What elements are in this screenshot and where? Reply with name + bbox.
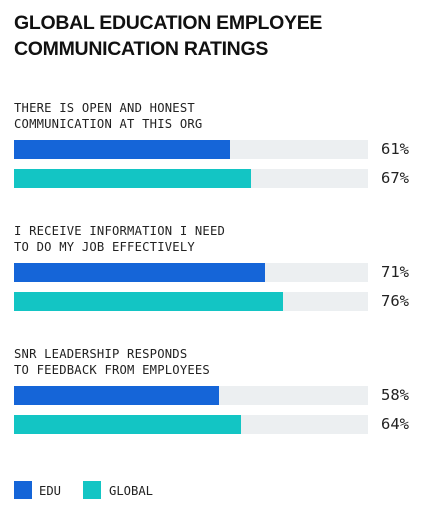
value-label-edu-2: 71% xyxy=(381,263,409,281)
value-label-edu-3: 58% xyxy=(381,386,409,404)
question-label-2-line-1: I RECEIVE INFORMATION I NEED xyxy=(14,224,226,238)
legend-swatch-edu xyxy=(14,481,32,499)
value-label-global-1: 67% xyxy=(381,169,409,187)
legend-label-edu: EDU xyxy=(39,484,62,498)
bar-track-global-3 xyxy=(14,415,368,434)
bar-track-edu-1 xyxy=(14,140,368,159)
legend-label-global: GLOBAL xyxy=(109,484,154,498)
question-label-2-line-2: TO DO MY JOB EFFECTIVELY xyxy=(14,240,195,254)
legend-swatch-global xyxy=(83,481,101,499)
value-label-global-3: 64% xyxy=(381,415,409,433)
question-label-1-line-2: COMMUNICATION AT THIS ORG xyxy=(14,117,203,131)
bar-track-edu-3 xyxy=(14,386,368,405)
bar-edu-3 xyxy=(14,386,220,405)
bar-track-global-2 xyxy=(14,292,368,311)
bar-edu-1 xyxy=(14,140,230,159)
bar-edu-2 xyxy=(14,263,266,282)
question-label-3: SNR LEADERSHIP RESPONDS TO FEEDBACK FROM… xyxy=(14,346,344,378)
value-label-edu-1: 61% xyxy=(381,140,409,158)
question-label-1: THERE IS OPEN AND HONEST COMMUNICATION A… xyxy=(14,100,344,132)
bar-track-global-1 xyxy=(14,169,368,188)
question-label-3-line-1: SNR LEADERSHIP RESPONDS xyxy=(14,347,188,361)
bar-global-2 xyxy=(14,292,284,311)
question-label-3-line-2: TO FEEDBACK FROM EMPLOYEES xyxy=(14,363,210,377)
bar-global-3 xyxy=(14,415,241,434)
chart-title: GLOBAL EDUCATION EMPLOYEE COMMUNICATION … xyxy=(14,12,323,60)
question-label-2: I RECEIVE INFORMATION I NEED TO DO MY JO… xyxy=(14,223,344,255)
value-label-global-2: 76% xyxy=(381,292,409,310)
bar-global-1 xyxy=(14,169,252,188)
bar-track-edu-2 xyxy=(14,263,368,282)
question-label-1-line-1: THERE IS OPEN AND HONEST xyxy=(14,101,195,115)
